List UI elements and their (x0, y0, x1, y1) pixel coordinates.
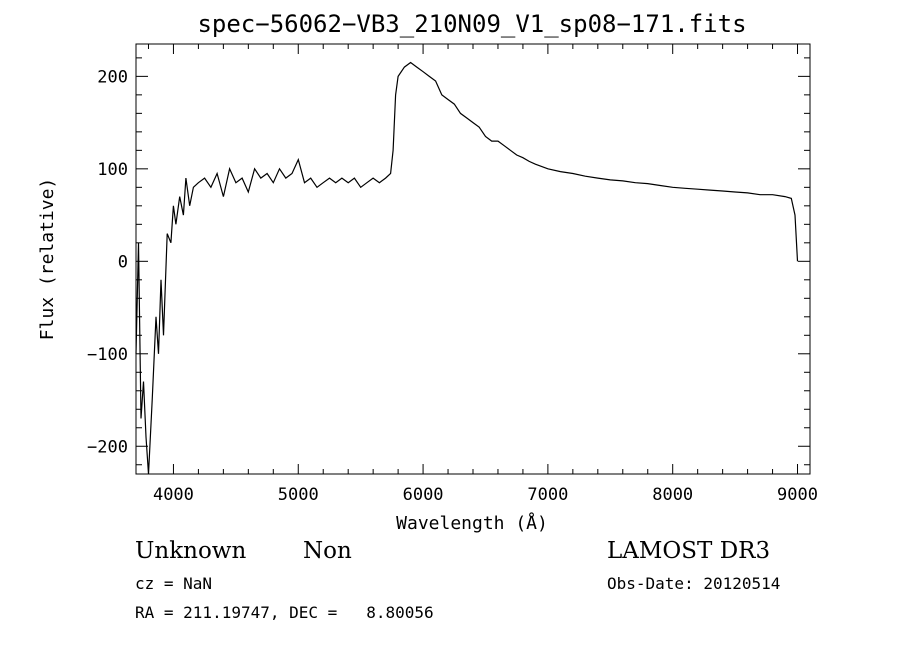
survey-label: LAMOST DR3 (607, 538, 771, 564)
y-tick-label: 200 (97, 67, 128, 87)
y-tick-label: −100 (87, 345, 128, 365)
x-tick-label: 8000 (652, 485, 693, 505)
x-axis-label: Wavelength (Å) (396, 512, 548, 534)
x-tick-label: 5000 (278, 485, 319, 505)
data-layer (135, 61, 799, 475)
y-tick-label: 100 (97, 160, 128, 180)
chart-title: spec−56062−VB3_210N09_V1_sp08−171.fits (197, 10, 746, 38)
class-label: Unknown (135, 538, 247, 564)
x-tick-label: 6000 (403, 485, 444, 505)
plot-frame (135, 43, 811, 475)
y-axis-label: Flux (relative) (37, 178, 58, 341)
x-tick-label: 9000 (777, 485, 818, 505)
x-tick-label: 7000 (527, 485, 568, 505)
tick-layer: 4000 5000 6000 7000 8000 9000 −200 −100 0 100 200 (87, 44, 818, 505)
spectrum-line-0 (135, 61, 799, 475)
x-tick-label: 4000 (153, 485, 194, 505)
ra-dec-coordinates: RA = 211.19747, DEC = 8.80056 (135, 603, 434, 622)
obs-date: Obs-Date: 20120514 (607, 574, 781, 593)
subclass-label: Non (303, 538, 352, 564)
y-tick-label: 0 (118, 252, 128, 272)
y-tick-label: −200 (87, 437, 128, 457)
cz-value: cz = NaN (135, 574, 213, 593)
